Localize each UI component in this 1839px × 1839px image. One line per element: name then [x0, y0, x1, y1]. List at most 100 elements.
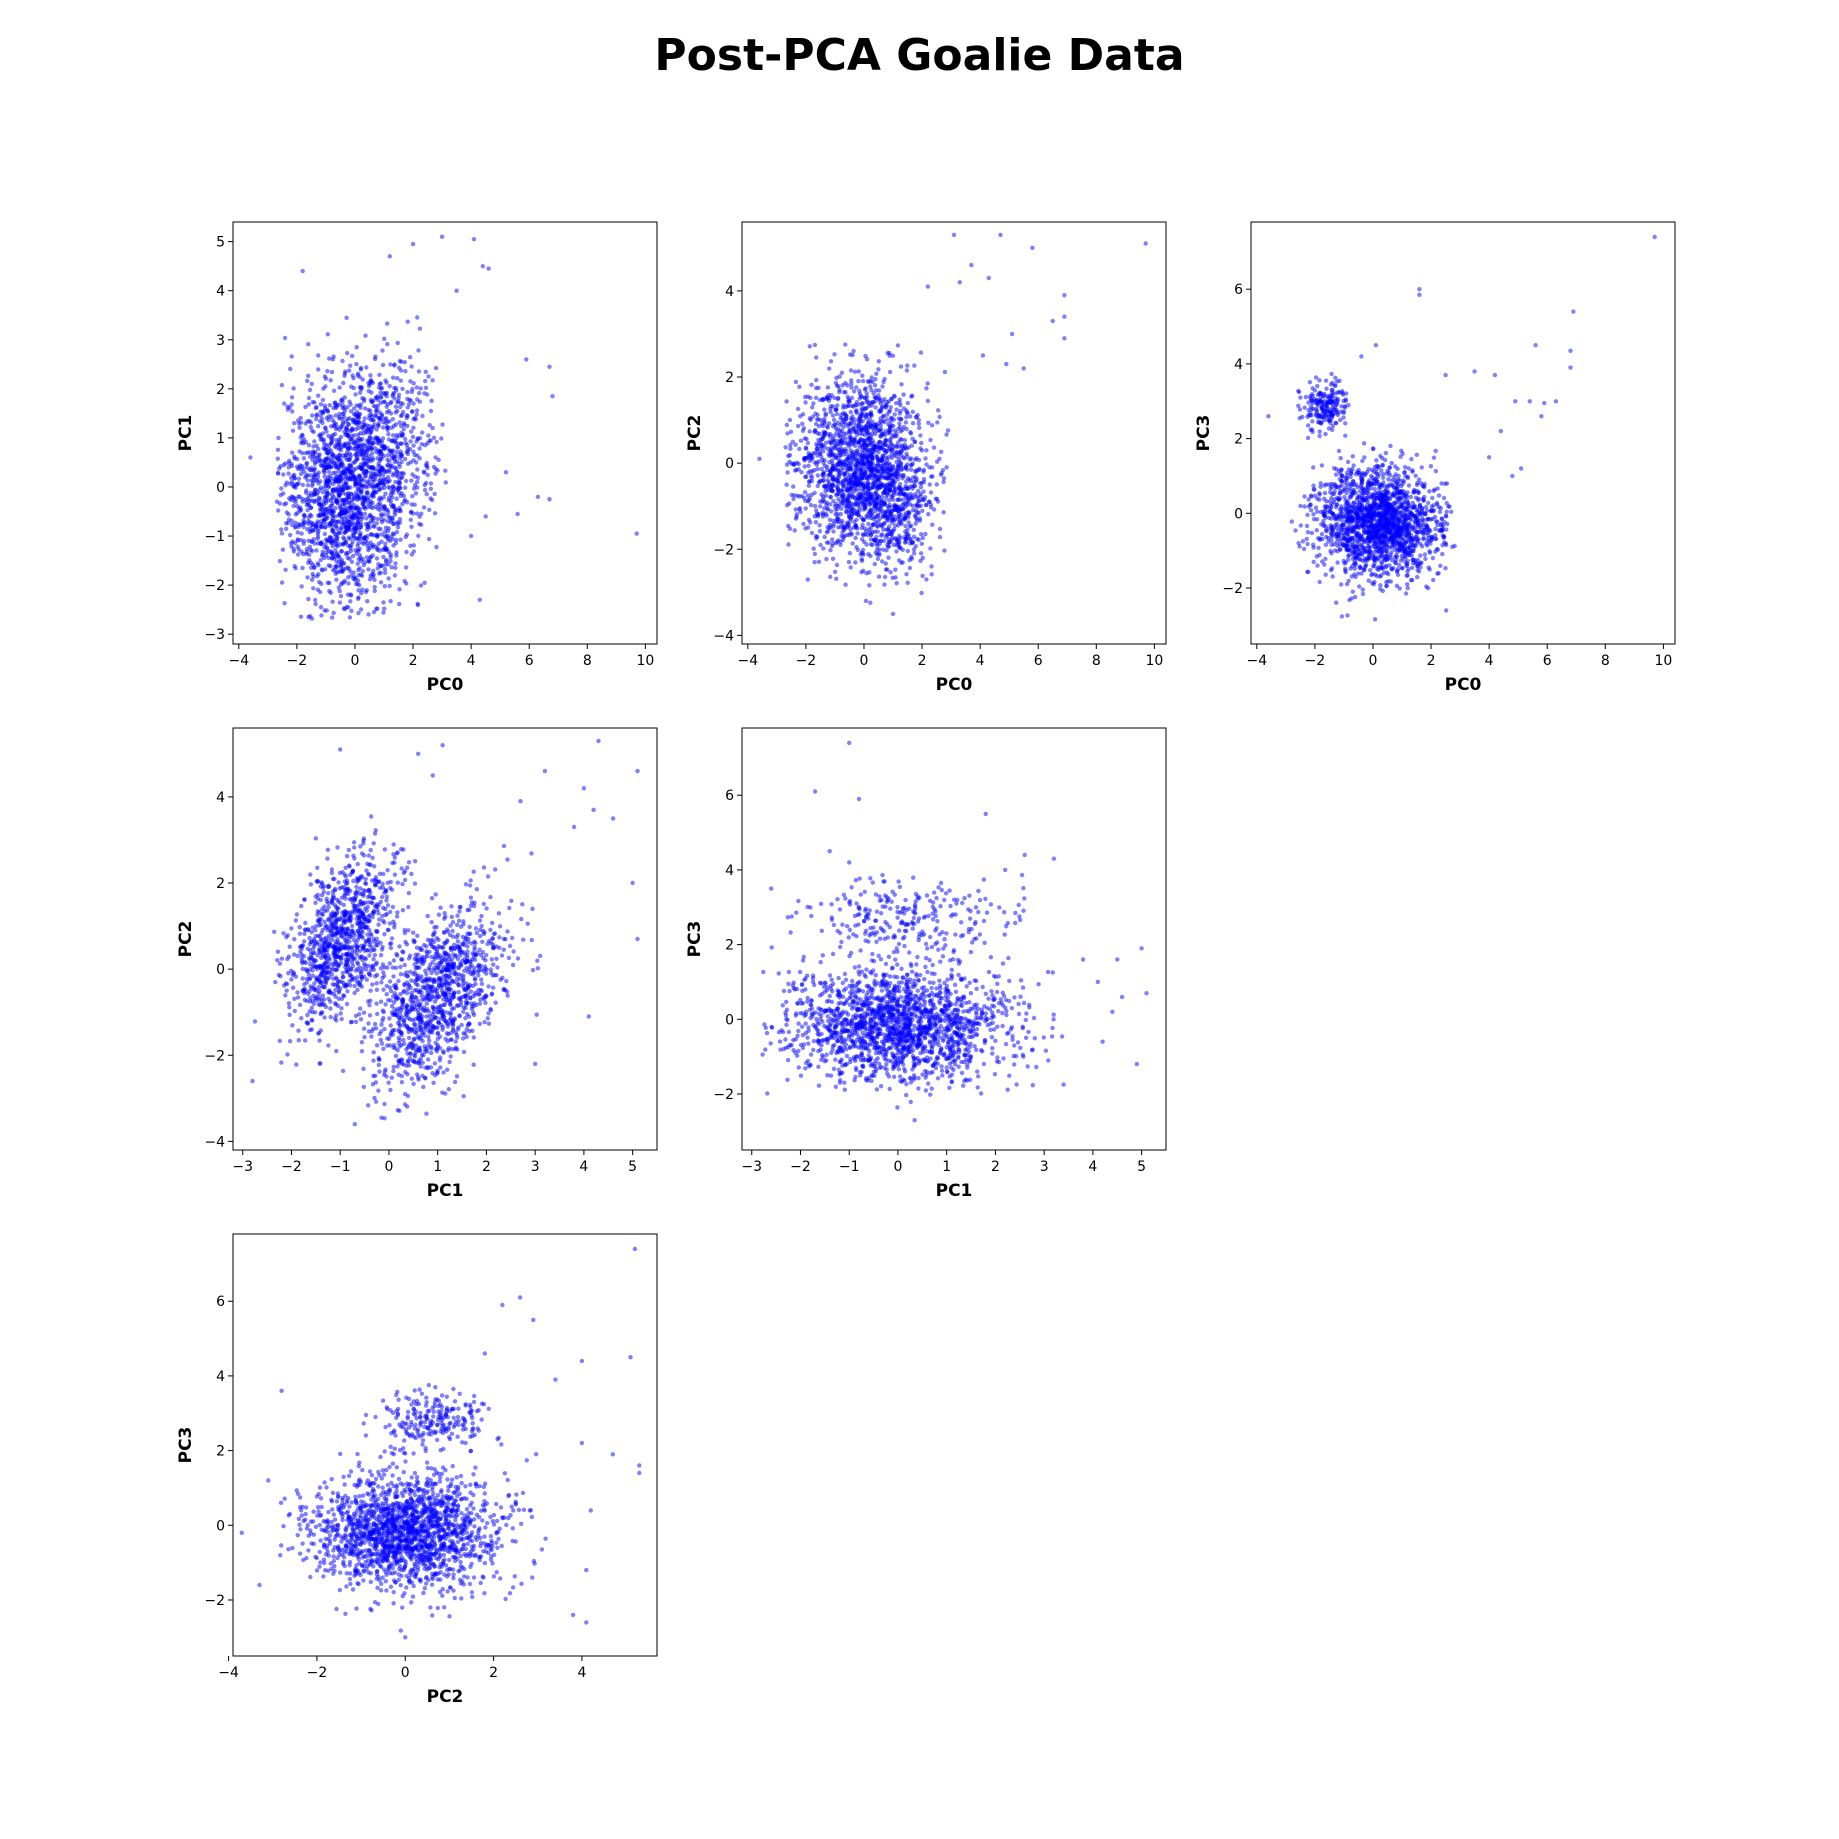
scatter-point — [1395, 572, 1401, 577]
scatter-point — [320, 397, 326, 403]
scatter-point — [998, 232, 1003, 238]
scatter-point — [411, 443, 416, 448]
scatter-point — [784, 482, 789, 487]
scatter-point — [389, 425, 394, 430]
scatter-point — [353, 490, 359, 495]
scatter-point — [816, 459, 822, 464]
scatter-point — [305, 527, 310, 532]
scatter-point — [825, 524, 830, 530]
scatter-point — [1444, 509, 1449, 514]
scatter-point — [1444, 481, 1450, 486]
scatter-point — [873, 421, 878, 427]
scatter-point — [366, 438, 372, 444]
scatter-point — [896, 497, 901, 502]
scatter-point — [414, 408, 420, 413]
scatter-point — [288, 366, 293, 372]
scatter-point — [352, 433, 357, 438]
scatter-point — [905, 486, 911, 491]
scatter-point — [316, 393, 321, 398]
scatter-point — [819, 466, 824, 472]
scatter-point — [860, 532, 865, 537]
scatter-point — [360, 569, 365, 574]
scatter-point — [827, 517, 833, 522]
scatter-point — [396, 399, 401, 404]
scatter-point — [1426, 500, 1431, 506]
scatter-point — [880, 384, 885, 389]
scatter-point — [326, 469, 332, 475]
scatter-point — [305, 483, 311, 488]
scatter-point — [318, 605, 324, 610]
scatter-point — [889, 442, 895, 448]
scatter-point — [905, 548, 910, 554]
scatter-point — [919, 590, 924, 596]
scatter-point — [849, 505, 854, 510]
scatter-point — [840, 479, 846, 484]
scatter-point — [353, 548, 358, 553]
scatter-point — [918, 433, 923, 438]
scatter-point — [891, 393, 897, 398]
scatter-point — [366, 547, 371, 553]
scatter-point — [398, 441, 404, 446]
scatter-point — [348, 409, 354, 414]
scatter-point — [409, 509, 414, 514]
scatter-point — [334, 499, 339, 504]
scatter-point — [404, 442, 410, 448]
scatter-point — [333, 523, 338, 528]
scatter-point — [403, 565, 409, 570]
scatter-point — [911, 527, 916, 532]
scatter-point — [341, 487, 346, 492]
scatter-point — [867, 509, 872, 515]
y-tick-label: 0 — [216, 480, 225, 496]
scatter-point — [374, 534, 380, 539]
scatter-point — [410, 241, 416, 247]
scatter-point — [854, 468, 860, 474]
scatter-point — [871, 498, 876, 504]
scatter-point — [397, 485, 403, 491]
scatter-point — [306, 373, 311, 378]
scatter-point — [340, 411, 345, 416]
scatter-point — [379, 456, 384, 461]
scatter-point — [934, 482, 939, 487]
scatter-point — [343, 528, 349, 534]
scatter-point — [882, 521, 887, 526]
scatter-point — [390, 473, 396, 478]
scatter-point — [360, 587, 365, 592]
scatter-point — [405, 396, 410, 402]
scatter-point — [398, 378, 403, 383]
scatter-point — [407, 355, 413, 360]
scatter-point — [923, 456, 928, 461]
scatter-point — [303, 404, 308, 410]
scatter-point — [515, 511, 520, 517]
scatter-point — [390, 488, 396, 493]
scatter-point — [789, 492, 794, 498]
scatter-point — [872, 383, 878, 388]
scatter-point — [879, 498, 885, 504]
scatter-point — [393, 404, 399, 409]
x-tick-label: 4 — [976, 653, 985, 669]
scatter-point — [863, 428, 869, 434]
scatter-point — [369, 412, 374, 417]
scatter-point — [865, 532, 870, 538]
scatter-point — [301, 441, 306, 446]
scatter-point — [365, 427, 370, 432]
scatter-point — [889, 493, 895, 499]
scatter-point — [916, 537, 921, 542]
scatter-point — [312, 565, 317, 571]
scatter-point — [323, 384, 328, 389]
scatter-point — [825, 506, 830, 511]
scatter-point — [836, 472, 841, 477]
scatter-point — [429, 398, 434, 403]
scatter-point — [862, 463, 867, 469]
scatter-point — [282, 335, 288, 341]
scatter-point — [477, 597, 482, 602]
scatter-point — [867, 583, 872, 588]
scatter-point — [1345, 613, 1350, 618]
scatter-point — [347, 368, 352, 373]
scatter-point — [418, 386, 423, 391]
scatter-point — [894, 454, 899, 459]
scatter-point — [345, 449, 350, 455]
scatter-point — [873, 550, 878, 555]
scatter-point — [856, 369, 861, 374]
scatter-point — [793, 516, 799, 521]
